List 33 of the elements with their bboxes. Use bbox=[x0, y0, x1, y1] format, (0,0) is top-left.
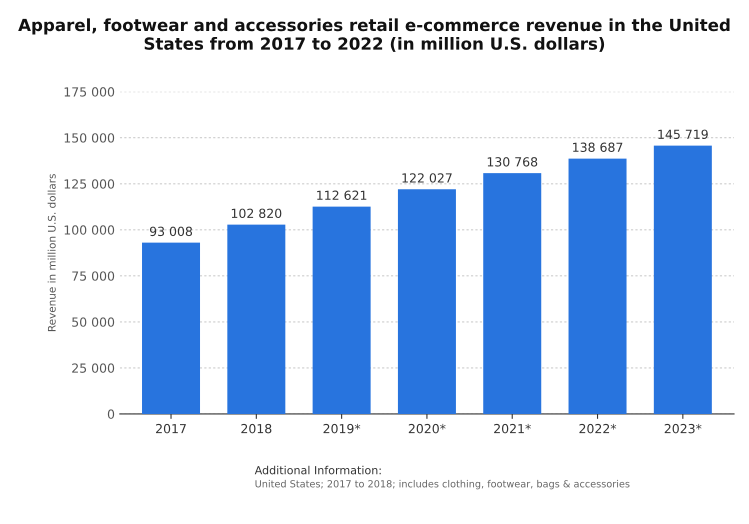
bar bbox=[398, 189, 456, 414]
bar bbox=[568, 158, 627, 414]
data-label: 102 820 bbox=[232, 208, 282, 218]
y-tick-label: 0 bbox=[108, 409, 114, 419]
x-tick-label: 2019* bbox=[324, 424, 360, 434]
x-tick-label: 2023* bbox=[664, 424, 702, 434]
text: United States; 2017 to 2018; includes clothing, footwear, bags & accessories bbox=[256, 480, 630, 490]
y-tick-label: 25 000 bbox=[72, 363, 114, 373]
x-tick-label: 2017 bbox=[156, 424, 186, 434]
bar bbox=[142, 242, 200, 414]
x-tick-label: 2018 bbox=[241, 424, 272, 434]
data-label: 93 008 bbox=[150, 226, 192, 236]
data-label: 145 719 bbox=[658, 130, 708, 140]
y-tick-label: 150 000 bbox=[64, 133, 114, 143]
y-tick-label: 100 000 bbox=[64, 225, 114, 235]
y-tick-label: 125 000 bbox=[64, 179, 114, 189]
x-tick-label: 2021* bbox=[494, 424, 531, 434]
bar bbox=[654, 146, 712, 414]
data-label: 112 621 bbox=[317, 190, 366, 200]
y-tick-label: 75 000 bbox=[72, 271, 114, 281]
bar bbox=[483, 173, 542, 414]
data-label: 138 687 bbox=[573, 142, 622, 152]
x-tick-label: 2020* bbox=[408, 424, 446, 434]
data-label: 130 768 bbox=[488, 157, 538, 167]
y-axis-title: Revenue in million U.S. dollars bbox=[48, 174, 56, 332]
y-tick-label: 175 000 bbox=[64, 87, 114, 97]
x-tick-label: 2022* bbox=[579, 424, 616, 434]
bar bbox=[227, 224, 286, 414]
data-label: 122 027 bbox=[402, 173, 452, 183]
bar bbox=[312, 206, 371, 414]
chart-title: Apparel, footwear and accessories retail e-commerce revenue in the United States from 2017 to 2022 (in million U.S. dollars) bbox=[18, 18, 730, 52]
y-tick-label: 50 000 bbox=[72, 317, 114, 327]
text: Additional Information: bbox=[254, 466, 381, 474]
